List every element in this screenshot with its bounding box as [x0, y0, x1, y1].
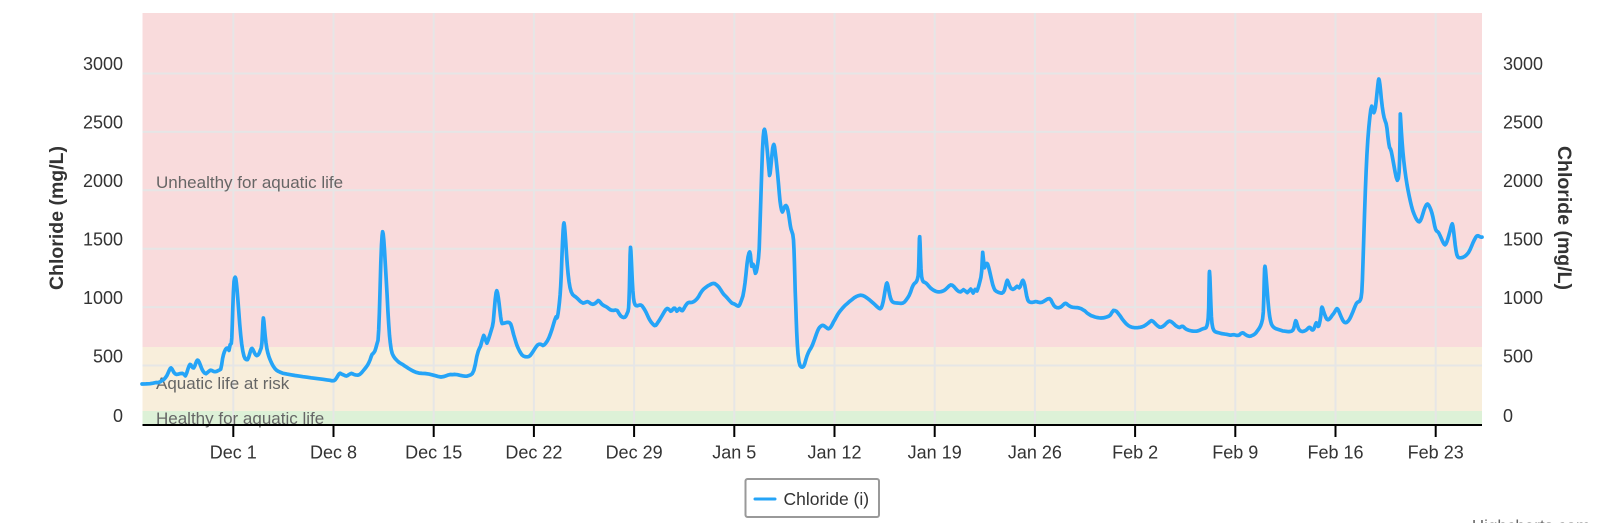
svg-text:Jan 19: Jan 19 [908, 443, 962, 463]
svg-text:1500: 1500 [83, 230, 123, 250]
svg-text:Jan 26: Jan 26 [1008, 443, 1062, 463]
svg-text:Feb 23: Feb 23 [1408, 443, 1464, 463]
svg-text:1000: 1000 [83, 288, 123, 308]
svg-text:2000: 2000 [1503, 171, 1543, 191]
svg-text:Dec 29: Dec 29 [606, 443, 663, 463]
svg-text:2500: 2500 [83, 113, 123, 133]
svg-text:1000: 1000 [1503, 288, 1543, 308]
svg-text:Feb 9: Feb 9 [1212, 443, 1258, 463]
svg-text:Jan 5: Jan 5 [712, 443, 756, 463]
svg-text:3000: 3000 [1503, 54, 1543, 74]
svg-text:Healthy for aquatic life: Healthy for aquatic life [156, 409, 324, 428]
svg-text:Highcharts.com: Highcharts.com [1472, 517, 1590, 523]
svg-text:Jan 12: Jan 12 [807, 443, 861, 463]
svg-text:Chloride (i): Chloride (i) [784, 489, 870, 509]
svg-text:Chloride (mg/L): Chloride (mg/L) [46, 146, 68, 290]
svg-text:0: 0 [1503, 406, 1513, 426]
svg-text:Feb 16: Feb 16 [1307, 443, 1363, 463]
svg-text:500: 500 [1503, 347, 1533, 367]
svg-text:Aquatic life at risk: Aquatic life at risk [156, 374, 290, 393]
svg-text:2000: 2000 [83, 171, 123, 191]
svg-text:1500: 1500 [1503, 230, 1543, 250]
svg-text:Unhealthy for aquatic life: Unhealthy for aquatic life [156, 173, 343, 192]
svg-text:3000: 3000 [83, 54, 123, 74]
svg-text:0: 0 [113, 406, 123, 426]
svg-text:Dec 15: Dec 15 [405, 443, 462, 463]
svg-text:Dec 22: Dec 22 [505, 443, 562, 463]
svg-text:2500: 2500 [1503, 113, 1543, 133]
svg-text:500: 500 [93, 347, 123, 367]
svg-text:Feb 2: Feb 2 [1112, 443, 1158, 463]
svg-text:Dec 1: Dec 1 [210, 443, 257, 463]
svg-text:Dec 8: Dec 8 [310, 443, 357, 463]
svg-text:Chloride (mg/L): Chloride (mg/L) [1553, 146, 1575, 290]
